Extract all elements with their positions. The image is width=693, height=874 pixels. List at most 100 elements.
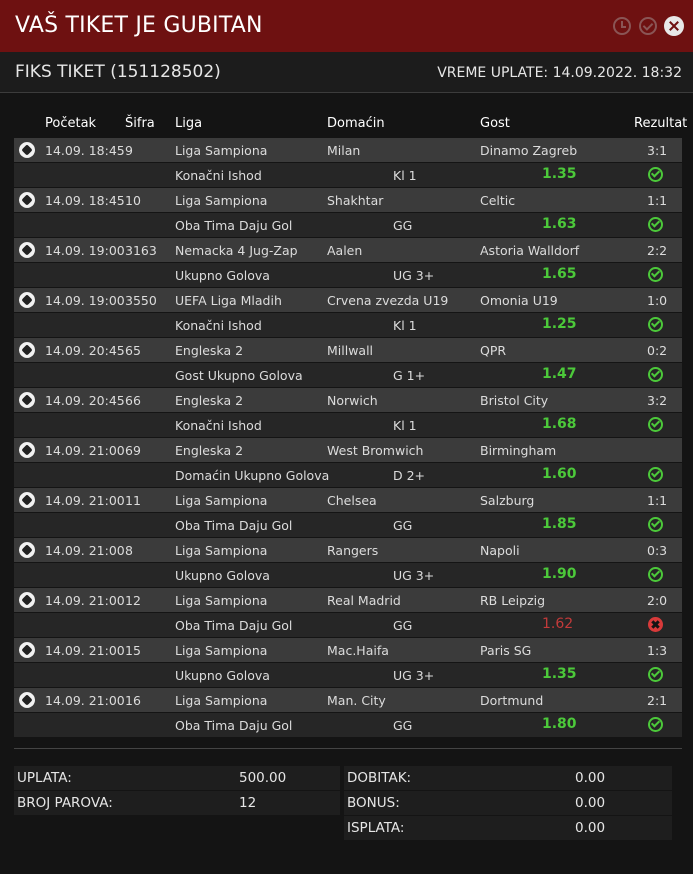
bet-row: Konačni Ishod Kl 1 1.68 xyxy=(14,413,682,437)
col-result: Rezultat xyxy=(634,116,688,131)
match-row: 14.09. 20:45 66 Engleska 2 Norwich Bristol C… xyxy=(14,388,682,412)
bet-odd: 1.63 xyxy=(542,216,577,232)
match-result: 1:0 xyxy=(647,293,668,308)
match-league: Liga Sampiona xyxy=(175,643,268,658)
soccer-ball-icon xyxy=(19,342,35,358)
bet-odd: 1.65 xyxy=(542,266,577,282)
win-check-icon xyxy=(648,167,663,182)
match-start: 14.09. 18:45 xyxy=(45,193,125,208)
match-away: Celtic xyxy=(480,193,516,208)
match-start: 14.09. 21:00 xyxy=(45,543,125,558)
clock-icon[interactable] xyxy=(613,17,631,35)
bet-type: Konačni Ishod xyxy=(175,318,262,333)
match-result: 0:3 xyxy=(647,543,668,558)
bonus-value: 0.00 xyxy=(575,795,606,811)
soccer-ball-icon xyxy=(19,642,35,658)
bet-pick: GG xyxy=(393,618,413,633)
match-league: Liga Sampiona xyxy=(175,693,268,708)
soccer-ball-icon xyxy=(19,292,35,308)
match-code: 8 xyxy=(125,543,133,558)
match-row: 14.09. 21:00 12 Liga Sampiona Real Madrid RB… xyxy=(14,588,682,612)
bet-row: Ukupno Golova UG 3+ 1.65 xyxy=(14,263,682,287)
match-away: Dinamo Zagreb xyxy=(480,143,578,158)
match-row: 14.09. 21:00 16 Liga Sampiona Man. City Dort… xyxy=(14,688,682,712)
match-home: Real Madrid xyxy=(327,593,401,608)
match-away: Salzburg xyxy=(480,493,535,508)
match-home: Man. City xyxy=(327,693,386,708)
bet-type: Oba Tima Daju Gol xyxy=(175,618,293,633)
pairs-label: BROJ PAROVA: xyxy=(17,795,113,811)
match-result: 0:2 xyxy=(647,343,668,358)
match-league: Liga Sampiona xyxy=(175,143,268,158)
match-row: 14.09. 21:00 11 Liga Sampiona Chelsea Salzbu… xyxy=(14,488,682,512)
match-league: Liga Sampiona xyxy=(175,193,268,208)
soccer-ball-icon xyxy=(19,442,35,458)
match-home: West Bromwich xyxy=(327,443,424,458)
match-home: Millwall xyxy=(327,343,374,358)
match-row: 14.09. 21:00 8 Liga Sampiona Rangers Napoli 0… xyxy=(14,538,682,562)
match-away: QPR xyxy=(480,343,507,358)
bet-row: Gost Ukupno Golova G 1+ 1.47 xyxy=(14,363,682,387)
bet-type: Ukupno Golova xyxy=(175,568,270,583)
match-home: Crvena zvezda U19 xyxy=(327,293,449,308)
bet-type: Oba Tima Daju Gol xyxy=(175,218,293,233)
bet-pick: UG 3+ xyxy=(393,568,435,583)
match-league: Engleska 2 xyxy=(175,343,244,358)
bonus-label: BONUS: xyxy=(347,795,400,811)
match-away: Astoria Walldorf xyxy=(480,243,580,258)
win-check-icon xyxy=(648,367,663,382)
bet-row: Oba Tima Daju Gol GG 1.85 xyxy=(14,513,682,537)
match-code: 10 xyxy=(125,193,141,208)
match-league: Liga Sampiona xyxy=(175,593,268,608)
check-icon[interactable] xyxy=(639,17,657,35)
close-icon[interactable] xyxy=(664,16,684,36)
summary-payout: ISPLATA: 0.00 xyxy=(344,816,672,840)
col-home: Domaćin xyxy=(327,116,385,131)
match-code: 15 xyxy=(125,643,141,658)
win-check-icon xyxy=(648,717,663,732)
bet-odd: 1.62 xyxy=(542,616,574,632)
bet-type: Gost Ukupno Golova xyxy=(175,368,303,383)
match-code: 12 xyxy=(125,593,141,608)
win-check-icon xyxy=(648,417,663,432)
payout-value: 0.00 xyxy=(575,820,606,836)
win-check-icon xyxy=(648,517,663,532)
soccer-ball-icon xyxy=(19,242,35,258)
ticket-status-title: VAŠ TIKET JE GUBITAN xyxy=(15,13,263,38)
bet-odd: 1.35 xyxy=(542,166,577,182)
bet-pick: Kl 1 xyxy=(393,418,417,433)
match-away: Dortmund xyxy=(480,693,544,708)
bet-pick: GG xyxy=(393,218,413,233)
match-league: UEFA Liga Mladih xyxy=(175,293,282,308)
bet-row: Ukupno Golova UG 3+ 1.90 xyxy=(14,563,682,587)
match-start: 14.09. 21:00 xyxy=(45,593,125,608)
bet-pick: UG 3+ xyxy=(393,268,435,283)
win-check-icon xyxy=(648,267,663,282)
col-code: Šifra xyxy=(125,116,155,131)
summary-divider xyxy=(14,748,682,749)
match-away: RB Leipzig xyxy=(480,593,546,608)
bet-pick: Kl 1 xyxy=(393,168,417,183)
match-row: 14.09. 18:45 10 Liga Sampiona Shakhtar Celti… xyxy=(14,188,682,212)
match-code: 11 xyxy=(125,493,141,508)
soccer-ball-icon xyxy=(19,492,35,508)
bet-odd: 1.68 xyxy=(542,416,577,432)
match-away: Napoli xyxy=(480,543,520,558)
bet-type: Ukupno Golova xyxy=(175,268,270,283)
bet-type: Oba Tima Daju Gol xyxy=(175,718,293,733)
match-code: 3163 xyxy=(125,243,157,258)
win-value: 0.00 xyxy=(575,770,606,786)
bet-row: Konačni Ishod Kl 1 1.25 xyxy=(14,313,682,337)
match-result: 1:3 xyxy=(647,643,668,658)
bet-pick: D 2+ xyxy=(393,468,426,483)
summary-win: DOBITAK: 0.00 xyxy=(344,766,672,790)
match-home: Shakhtar xyxy=(327,193,384,208)
match-league: Engleska 2 xyxy=(175,443,244,458)
soccer-ball-icon xyxy=(19,692,35,708)
match-result: 2:1 xyxy=(647,693,668,708)
soccer-ball-icon xyxy=(19,542,35,558)
bet-pick: GG xyxy=(393,518,413,533)
match-code: 16 xyxy=(125,693,141,708)
soccer-ball-icon xyxy=(19,392,35,408)
match-row: 14.09. 19:00 3163 Nemacka 4 Jug-Zap Aalen As… xyxy=(14,238,682,262)
